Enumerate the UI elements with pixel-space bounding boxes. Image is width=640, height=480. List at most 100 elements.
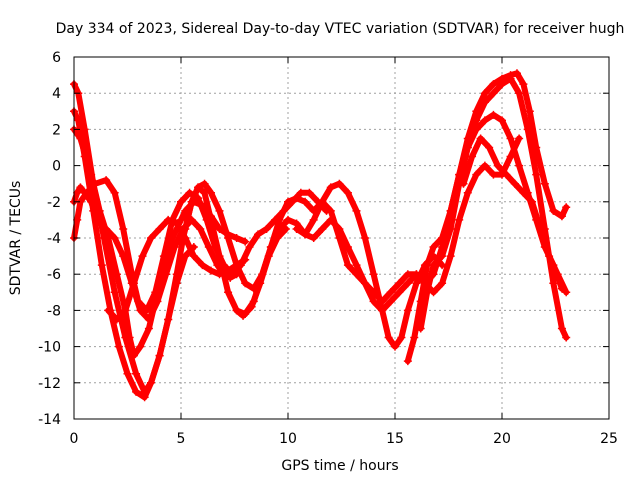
data-point	[172, 279, 181, 288]
data-point	[296, 188, 305, 197]
data-point	[438, 252, 447, 261]
y-tick-label: -14	[38, 412, 61, 428]
x-tick-label: 5	[177, 431, 186, 447]
data-point	[211, 243, 220, 252]
data-point	[232, 306, 241, 315]
data-point	[386, 297, 395, 306]
data-point	[391, 342, 399, 351]
data-point	[198, 261, 207, 270]
data-point	[144, 324, 153, 333]
data-point	[343, 261, 352, 270]
data-point	[138, 252, 147, 261]
data-point	[438, 279, 447, 288]
y-tick-label: 4	[52, 86, 61, 102]
data-point	[318, 224, 327, 233]
data-point	[472, 170, 481, 179]
data-point	[480, 98, 489, 107]
data-point	[232, 234, 241, 242]
data-point	[110, 288, 119, 297]
data-point	[181, 252, 190, 261]
series-track-11	[416, 74, 571, 342]
data-point	[515, 89, 524, 98]
data-point	[562, 203, 571, 212]
data-point	[519, 188, 528, 197]
data-point	[423, 288, 432, 297]
data-point	[403, 279, 412, 288]
data-point	[206, 188, 215, 197]
data-point	[369, 297, 378, 306]
data-point	[151, 288, 160, 297]
data-point	[177, 215, 185, 224]
x-tick-label: 25	[600, 431, 618, 447]
data-point	[326, 206, 335, 215]
data-point	[187, 197, 196, 206]
data-point	[73, 188, 82, 197]
data-point	[129, 279, 138, 288]
chart-title: Day 334 of 2023, Sidereal Day-to-day VTE…	[56, 21, 625, 37]
data-point	[121, 306, 130, 315]
data-point	[378, 297, 387, 306]
y-tick-label: 6	[52, 50, 61, 66]
data-point	[527, 197, 536, 206]
data-point	[384, 333, 393, 342]
data-point	[249, 297, 258, 306]
data-point	[215, 270, 224, 279]
data-point	[446, 224, 455, 233]
data-point	[553, 270, 562, 279]
data-point	[403, 270, 412, 279]
data-point	[532, 170, 541, 179]
data-point	[102, 224, 111, 233]
data-point	[369, 288, 378, 297]
data-point	[397, 333, 406, 342]
data-point	[502, 170, 511, 179]
axis-ticks	[73, 56, 610, 420]
data-point	[224, 266, 233, 275]
data-point	[489, 170, 498, 179]
data-point	[318, 197, 327, 206]
series-band	[404, 70, 570, 365]
data-point	[493, 161, 502, 170]
data-point	[102, 176, 111, 185]
data-point	[121, 333, 130, 342]
data-point	[202, 215, 211, 224]
data-point	[134, 297, 143, 306]
data-point	[412, 270, 421, 279]
y-tick-label: -4	[47, 231, 61, 247]
data-point	[309, 215, 318, 224]
data-point	[480, 161, 489, 170]
y-axis-label: SDTVAR / TECUs	[8, 181, 24, 296]
data-point	[275, 224, 284, 233]
data-point	[519, 80, 528, 89]
data-point	[97, 261, 106, 270]
data-point	[480, 116, 489, 125]
data-point	[549, 206, 558, 215]
data-point	[523, 125, 532, 134]
data-point	[123, 369, 132, 378]
data-point	[480, 89, 489, 98]
data-point	[82, 188, 91, 197]
data-point	[162, 270, 171, 279]
data-point	[185, 188, 194, 197]
data-point	[224, 288, 233, 297]
series-band	[71, 108, 197, 401]
data-point	[144, 315, 153, 324]
data-point	[489, 110, 498, 119]
data-point	[557, 212, 566, 221]
data-point	[506, 74, 515, 83]
axis-tick-labels: 0 5 10 15 20 25 -14 -12 -10 -8 -6 -4 -2 0 2 4 6	[38, 50, 618, 447]
data-point	[266, 243, 275, 252]
y-tick-label: -12	[38, 376, 61, 392]
data-point	[74, 116, 83, 125]
x-tick-label: 10	[279, 431, 297, 447]
data-point	[343, 188, 352, 197]
data-point	[241, 279, 250, 288]
data-point	[93, 215, 102, 224]
data-point	[562, 333, 571, 342]
data-point	[410, 333, 419, 342]
data-point	[284, 215, 292, 224]
series-track-3	[70, 107, 198, 402]
data-point	[412, 279, 421, 288]
data-point	[155, 351, 164, 360]
y-tick-label: -8	[47, 303, 61, 319]
data-point	[219, 261, 228, 270]
